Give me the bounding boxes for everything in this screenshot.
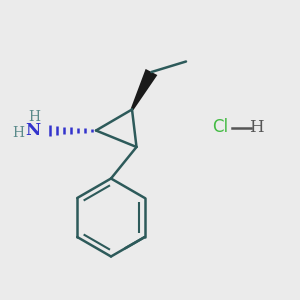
Text: H: H <box>28 110 40 124</box>
Polygon shape <box>131 69 158 110</box>
Text: H: H <box>13 127 25 140</box>
Text: Cl: Cl <box>212 118 229 136</box>
Text: H: H <box>249 119 264 136</box>
Text: N: N <box>25 122 40 139</box>
